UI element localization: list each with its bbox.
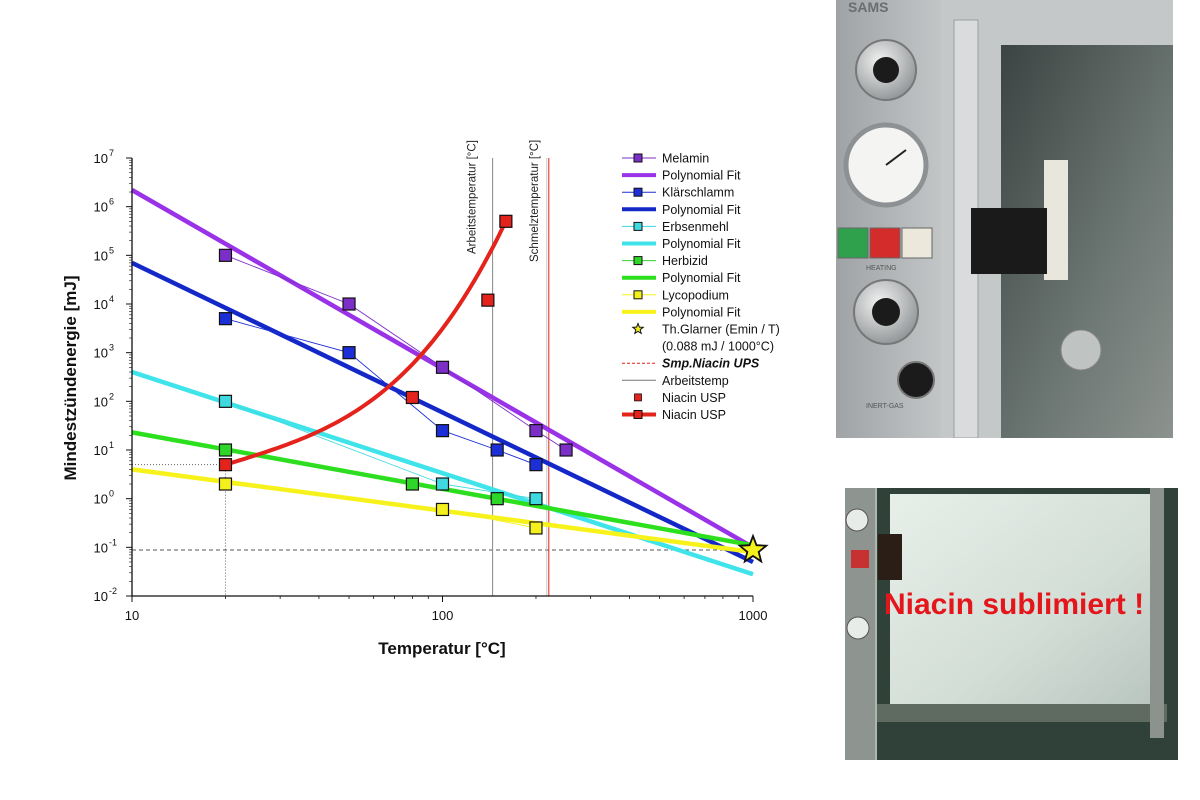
y-tick-exp-5: 2 bbox=[109, 391, 114, 401]
y-tick-label-3: 10 bbox=[94, 492, 108, 507]
legend-marker-5 bbox=[633, 221, 643, 231]
data-point-niacinusp-1 bbox=[218, 458, 233, 472]
legend-label-12: (0.088 mJ / 1000°C) bbox=[662, 340, 774, 354]
legend-marker-9 bbox=[633, 290, 643, 300]
data-point-niacinusp-3 bbox=[481, 293, 495, 307]
oven-knob-bottom bbox=[897, 361, 935, 399]
data-point-melamin-1 bbox=[218, 248, 233, 262]
data-point-erbsenmehl-2 bbox=[435, 477, 450, 491]
plot-area: Arbeitstemperatur [°C] Schmelztemperatur … bbox=[130, 140, 769, 596]
y-tick-exp-3: 0 bbox=[109, 489, 114, 499]
sublimation-photo bbox=[845, 488, 1178, 760]
data-point-erbsenmehl-3 bbox=[529, 492, 543, 506]
sublimation-window-glass bbox=[890, 494, 1152, 704]
oven-door-latch bbox=[971, 208, 1047, 274]
y-tick-exp-4: 1 bbox=[109, 440, 114, 450]
oven-heating-label: HEATING bbox=[866, 265, 897, 272]
legend-label-13: Smp.Niacin UPS bbox=[662, 357, 760, 371]
data-point-klrschlamm-5 bbox=[529, 458, 543, 472]
data-point-klrschlamm-4 bbox=[490, 443, 504, 457]
legend-label-14: Arbeitstemp bbox=[662, 374, 729, 388]
legend-label-6: Polynomial Fit bbox=[662, 237, 741, 251]
y-tick-exp-7: 4 bbox=[109, 294, 114, 304]
data-point-lycopodium-3 bbox=[529, 521, 543, 535]
series-line-4 bbox=[225, 449, 498, 500]
x-axis-title: Temperatur [°C] bbox=[378, 639, 505, 658]
y-tick-exp-8: 5 bbox=[109, 245, 114, 255]
data-point-niacinusp-2 bbox=[405, 390, 420, 405]
y-tick-exp-10: 7 bbox=[109, 148, 114, 158]
vline-melt-label: Schmelztemperatur [°C] bbox=[529, 140, 541, 262]
y-tick-exp-9: 6 bbox=[109, 197, 114, 207]
y-tick-exp-6: 3 bbox=[109, 343, 114, 353]
legend-marker-15 bbox=[634, 393, 642, 402]
x-tick-label-1: 10 bbox=[125, 608, 139, 623]
data-point-klrschlamm-3 bbox=[435, 424, 450, 438]
data-point-klrschlamm-1 bbox=[218, 312, 233, 326]
data-point-herbizid-1 bbox=[218, 443, 233, 457]
data-point-melamin-2 bbox=[342, 297, 356, 311]
fit-line-2 bbox=[131, 260, 754, 565]
legend-label-5: Erbsenmehl bbox=[662, 220, 729, 234]
data-point-melamin-4 bbox=[529, 424, 543, 438]
legend-label-7: Herbizid bbox=[662, 254, 708, 268]
legend-marker-1 bbox=[633, 153, 643, 163]
x-tick-label-2: 100 bbox=[432, 608, 454, 623]
data-point-lycopodium-2 bbox=[435, 502, 450, 517]
legend-label-3: Klärschlamm bbox=[662, 186, 734, 200]
legend-label-4: Polynomial Fit bbox=[662, 203, 741, 217]
y-tick-label-2: 10 bbox=[94, 540, 108, 555]
legend-label-1: Melamin bbox=[662, 152, 709, 166]
legend-marker-7 bbox=[633, 256, 643, 266]
niacin-curve bbox=[224, 216, 510, 467]
legend-label-11: Th.Glarner (Emin / T) bbox=[662, 323, 780, 337]
oven-lamp-white bbox=[901, 227, 933, 259]
y-tick-label-4: 10 bbox=[94, 443, 108, 458]
y-tick-label-9: 10 bbox=[94, 200, 108, 215]
y-tick-label-1: 10 bbox=[94, 589, 108, 604]
data-point-herbizid-2 bbox=[405, 477, 420, 491]
legend-star-11 bbox=[631, 322, 645, 335]
oven-lamp-green bbox=[837, 227, 869, 259]
data-point-melamin-5 bbox=[559, 443, 573, 457]
y-tick-exp-2: -1 bbox=[109, 537, 117, 547]
y-tick-label-5: 10 bbox=[94, 394, 108, 409]
legend-marker-16 bbox=[633, 410, 643, 419]
data-point-melamin-3 bbox=[435, 360, 450, 374]
y-tick-label-8: 10 bbox=[94, 248, 108, 263]
y-tick-exp-1: -2 bbox=[109, 586, 117, 596]
legend-label-8: Polynomial Fit bbox=[662, 271, 741, 285]
data-point-klrschlamm-2 bbox=[342, 346, 356, 360]
legend-label-2: Polynomial Fit bbox=[662, 169, 741, 183]
data-point-herbizid-3 bbox=[490, 492, 504, 506]
legend-label-10: Polynomial Fit bbox=[662, 305, 741, 319]
y-tick-label-10: 10 bbox=[94, 151, 108, 166]
y-tick-label-6: 10 bbox=[94, 346, 108, 361]
oven-photo: SAMS HEATING INERT-GAS bbox=[836, 0, 1173, 438]
x-tick-label-3: 1000 bbox=[739, 608, 768, 623]
sublimation-label: Niacin sublimiert ! bbox=[884, 588, 1145, 621]
legend-label-15: Niacin USP bbox=[662, 391, 726, 405]
oven-lamp-red bbox=[869, 227, 901, 259]
vline-work-label: Arbeitstemperatur [°C] bbox=[467, 140, 479, 254]
star-point-glarner bbox=[737, 533, 769, 564]
mze-chart: Arbeitstemperatur [°C] Schmelztemperatur … bbox=[61, 140, 780, 658]
legend-label-16: Niacin USP bbox=[662, 408, 726, 422]
data-point-erbsenmehl-1 bbox=[218, 394, 233, 408]
legend: Melamin Polynomial Fit Klärschlamm Polynomi… bbox=[622, 152, 780, 422]
oven-brand-text: SAMS bbox=[848, 0, 888, 15]
legend-marker-3 bbox=[633, 187, 643, 197]
data-point-lycopodium-1 bbox=[218, 477, 233, 491]
oven-gas-label: INERT-GAS bbox=[866, 403, 904, 410]
y-tick-label-7: 10 bbox=[94, 297, 108, 312]
y-axis-title: Mindestzündenergie [mJ] bbox=[61, 276, 80, 481]
legend-label-9: Lycopodium bbox=[662, 288, 729, 302]
data-point-niacinusp-4 bbox=[499, 214, 513, 228]
